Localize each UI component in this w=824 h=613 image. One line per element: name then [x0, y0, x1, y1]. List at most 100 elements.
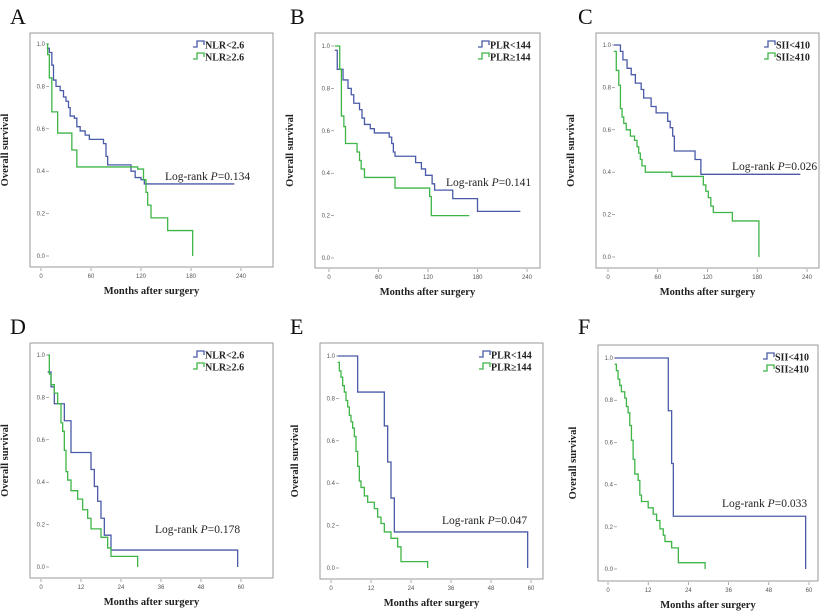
panel-c: C 0.0 0.2 0.4 0.6 0.8 1.0 0 60 120 180 240 Months af… — [566, 4, 820, 298]
y-tick-label: 1.0 — [327, 354, 336, 360]
p-value: =0.026 — [785, 161, 818, 173]
x-tick-label: 24 — [685, 588, 692, 594]
x-tick-label: 120 — [702, 275, 713, 281]
survival-curve-low — [47, 371, 239, 567]
x-tick-label: 24 — [408, 586, 415, 592]
x-tick-label: 24 — [118, 585, 125, 591]
y-tick-label: 0.4 — [322, 171, 331, 177]
panel-a: A 0.0 0.2 0.4 0.6 0.8 1.0 0 60 120 180 240 Months af… — [0, 4, 274, 297]
y-tick-label: 0.2 — [37, 212, 46, 218]
y-tick-label: 1.0 — [37, 42, 46, 48]
panel-letter: C — [578, 4, 593, 29]
legend-entry: PLR<144 — [491, 351, 532, 362]
legend-entry: SII≥410 — [775, 365, 809, 376]
log-rank-annotation: Log-rank P=0.134 — [165, 171, 250, 183]
x-tick-label: 180 — [472, 275, 483, 281]
legend-entry: NLR<2.6 — [205, 41, 244, 52]
legend-entry: NLR≥2.6 — [205, 363, 244, 374]
log-rank-label: Log-rank — [722, 498, 768, 510]
y-tick-label: 0.8 — [37, 84, 46, 90]
survival-curve-low — [46, 47, 235, 185]
survival-curve-high — [46, 43, 194, 256]
panel-b: B 0.0 0.2 0.4 0.6 0.8 1.0 0 60 120 180 240 Months af… — [285, 4, 541, 298]
x-tick-label: 240 — [522, 275, 533, 281]
x-tick-label: 0 — [327, 275, 331, 281]
legend-swatch — [479, 350, 491, 358]
y-tick-label: 0.2 — [605, 525, 614, 531]
legend-swatch — [193, 362, 205, 370]
y-tick-label: 1.0 — [37, 353, 46, 359]
legend-swatch — [193, 52, 205, 60]
legend-entry: PLR≥144 — [490, 53, 531, 64]
panel-letter: B — [290, 4, 305, 29]
legend-swatch — [764, 52, 776, 60]
y-tick-label: 0.4 — [605, 483, 614, 489]
y-axis-label: Overall survival — [568, 427, 579, 500]
legend-swatch — [478, 40, 490, 48]
p-symbol: P — [200, 524, 208, 536]
y-tick-label: 1.0 — [605, 356, 614, 362]
y-tick-label: 0.0 — [37, 254, 46, 260]
p-symbol: P — [767, 498, 775, 510]
x-tick-label: 48 — [765, 588, 772, 594]
x-tick-label: 0 — [39, 585, 43, 591]
y-tick-label: 0.8 — [327, 396, 336, 402]
y-tick-label: 0.0 — [327, 566, 336, 572]
x-tick-label: 12 — [78, 585, 85, 591]
p-symbol: P — [487, 515, 495, 527]
y-axis-label: Overall survival — [290, 425, 301, 498]
panel-letter: A — [10, 4, 26, 29]
panel-e: E 0.0 0.2 0.4 0.6 0.8 1.0 0 12 24 36 48 60 Months aft… — [290, 314, 544, 609]
x-tick-label: 48 — [488, 586, 495, 592]
survival-curve-low — [337, 355, 529, 568]
log-rank-label: Log-rank — [732, 161, 778, 173]
log-rank-annotation: Log-rank P=0.026 — [732, 161, 817, 173]
y-tick-label: 0.0 — [37, 565, 46, 571]
x-tick-label: 36 — [448, 586, 455, 592]
plot-frame — [29, 32, 274, 268]
y-tick-label: 0.6 — [322, 129, 331, 135]
x-tick-label: 36 — [158, 585, 165, 591]
y-tick-label: 0.4 — [37, 169, 46, 175]
y-tick-label: 0.8 — [322, 86, 331, 92]
legend-swatch — [478, 52, 490, 60]
y-tick-label: 0.0 — [322, 256, 331, 262]
p-symbol: P — [777, 161, 785, 173]
x-tick-label: 60 — [528, 586, 535, 592]
panel-letter: F — [578, 314, 590, 339]
x-tick-label: 120 — [136, 274, 147, 280]
p-value: =0.047 — [495, 515, 528, 527]
x-tick-label: 60 — [238, 585, 245, 591]
y-tick-label: 0.2 — [37, 523, 46, 529]
panel-letter: D — [10, 314, 26, 339]
x-tick-label: 60 — [88, 274, 95, 280]
survival-curve-high — [47, 354, 139, 567]
legend-entry: SII<410 — [775, 353, 809, 364]
y-tick-label: 1.0 — [603, 43, 612, 49]
y-tick-label: 0.6 — [327, 439, 336, 445]
panel-f: F 0.0 0.2 0.4 0.6 0.8 1.0 0 12 24 36 48 60 Months aft… — [568, 314, 819, 611]
x-tick-label: 12 — [368, 586, 375, 592]
log-rank-label: Log-rank — [442, 515, 488, 527]
y-tick-label: 0.8 — [603, 85, 612, 91]
x-tick-label: 60 — [654, 275, 661, 281]
legend-swatch — [479, 362, 491, 370]
legend-entry: NLR<2.6 — [205, 351, 244, 362]
y-tick-label: 0.2 — [327, 524, 336, 530]
y-tick-label: 0.4 — [327, 481, 336, 487]
y-axis-label: Overall survival — [0, 424, 11, 497]
y-tick-label: 0.4 — [37, 480, 46, 486]
x-tick-label: 0 — [606, 275, 610, 281]
legend-swatch — [193, 40, 205, 48]
legend-entry: SII<410 — [776, 41, 810, 52]
log-rank-annotation: Log-rank P=0.141 — [446, 177, 531, 189]
p-value: =0.134 — [218, 171, 251, 183]
x-tick-label: 36 — [725, 588, 732, 594]
x-tick-label: 120 — [423, 275, 434, 281]
y-tick-label: 1.0 — [322, 44, 331, 50]
log-rank-annotation: Log-rank P=0.033 — [722, 498, 807, 510]
x-axis-label: Months after surgery — [104, 286, 200, 297]
plot-frame — [29, 342, 274, 579]
survival-curve-low — [334, 49, 521, 213]
x-axis-label: Months after surgery — [380, 287, 476, 298]
